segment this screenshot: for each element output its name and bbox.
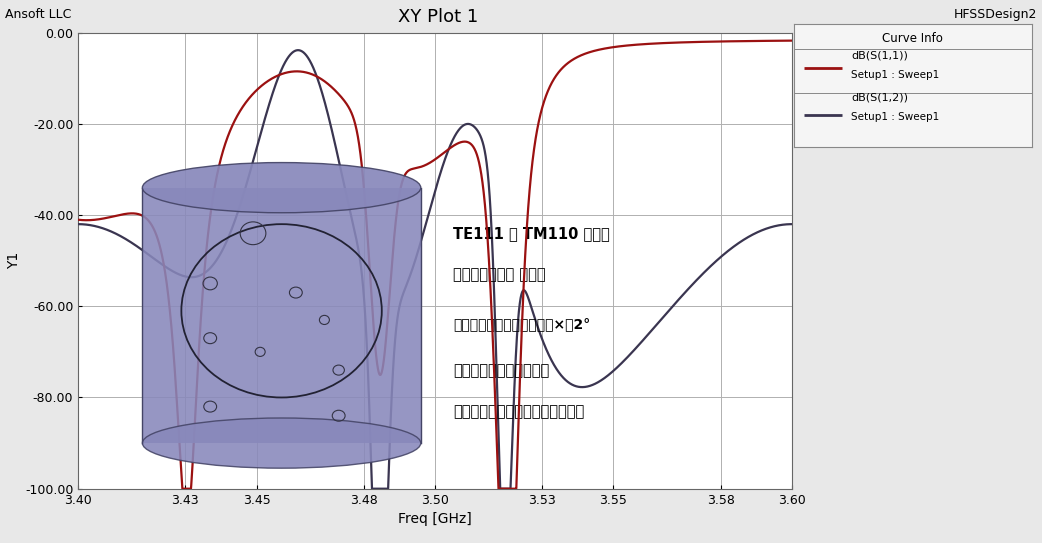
Text: 寄生耦合控制和利用的恰到好处。: 寄生耦合控制和利用的恰到好处。 — [453, 405, 585, 419]
Text: 外凸耦合取代两个磁环。: 外凸耦合取代两个磁环。 — [453, 363, 549, 378]
Text: Ansoft LLC: Ansoft LLC — [5, 8, 72, 21]
Text: Setup1 : Sweep1: Setup1 : Sweep1 — [851, 112, 939, 122]
Text: HFSSDesign2: HFSSDesign2 — [953, 8, 1037, 21]
Text: dB(S(1,1)): dB(S(1,1)) — [851, 50, 908, 60]
Ellipse shape — [143, 162, 421, 213]
Text: Curve Info: Curve Info — [883, 32, 943, 45]
Text: XY Plot 1: XY Plot 1 — [397, 8, 478, 26]
Text: 使用了同侧接头，输入微偏×轤2°: 使用了同侧接头，输入微偏×轤2° — [453, 318, 590, 332]
X-axis label: Freq [GHz]: Freq [GHz] — [398, 512, 472, 526]
Y-axis label: Y1: Y1 — [6, 252, 21, 269]
Ellipse shape — [143, 418, 421, 468]
Text: Setup1 : Sweep1: Setup1 : Sweep1 — [851, 70, 939, 80]
Polygon shape — [143, 188, 421, 443]
Text: TE111 和 TM110 双双模: TE111 和 TM110 双双模 — [453, 226, 610, 242]
Text: 单腔四模滤波器 第四版: 单腔四模滤波器 第四版 — [453, 268, 546, 282]
Text: dB(S(1,2)): dB(S(1,2)) — [851, 93, 908, 103]
